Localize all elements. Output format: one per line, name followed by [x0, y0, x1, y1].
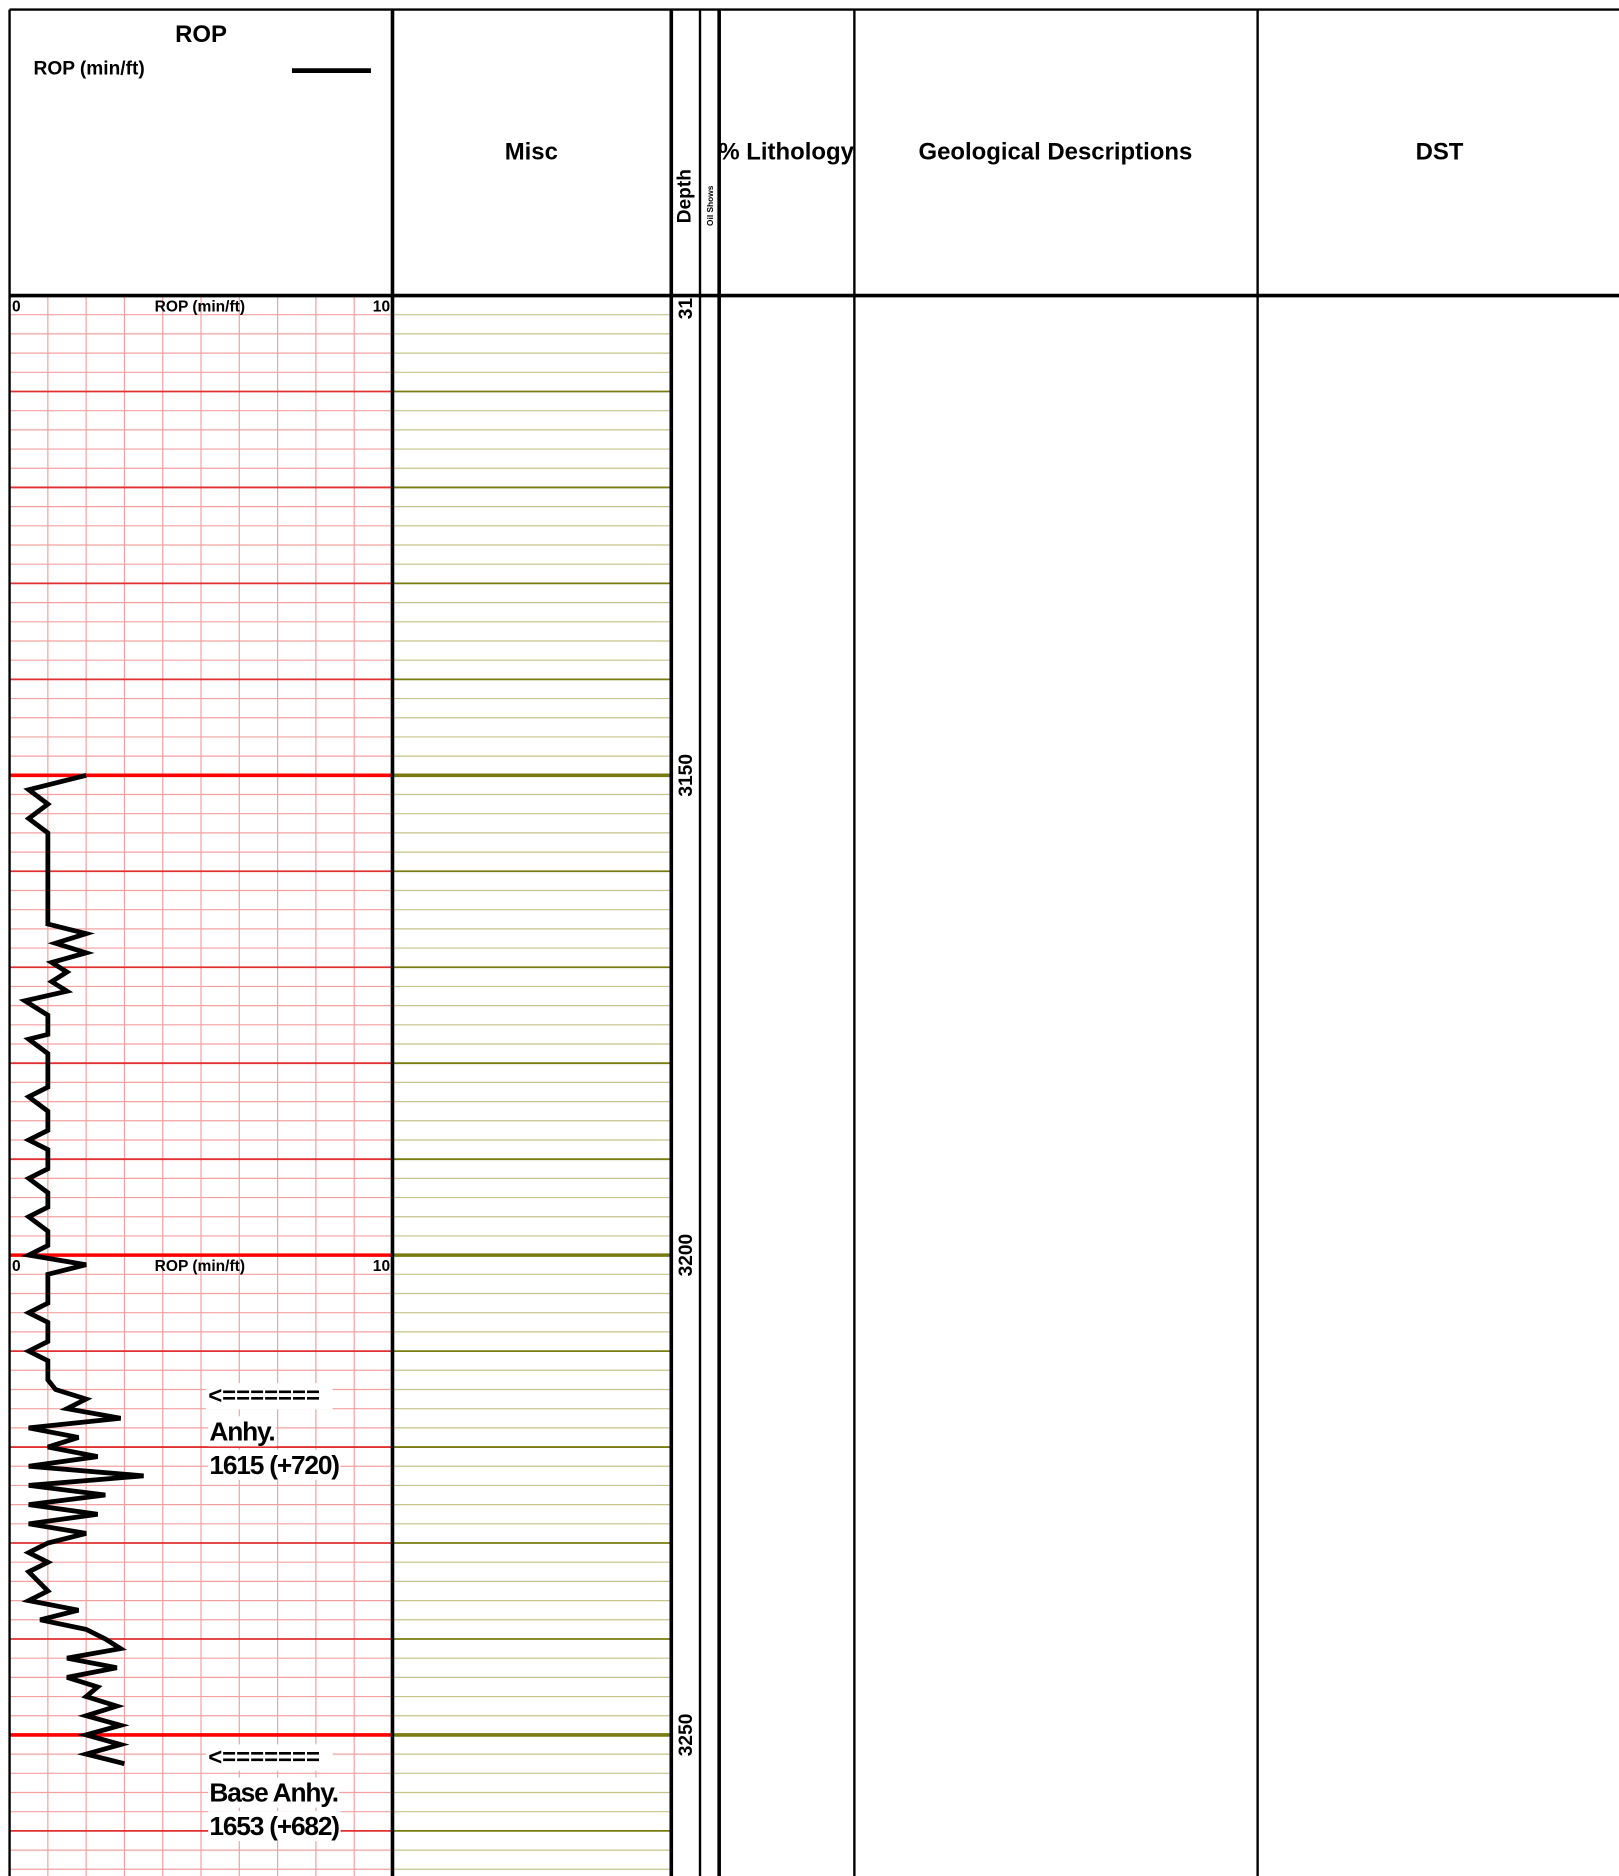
- track-title: ROP: [175, 21, 227, 48]
- x-tick-label: 0: [12, 1258, 21, 1275]
- grid: [9, 294, 672, 1876]
- rop-curve: [18, 773, 144, 1767]
- column-header: % Lithology: [718, 138, 854, 165]
- x-tick-label: 10: [373, 1258, 391, 1275]
- annotation-text: Base Anhy.: [209, 1778, 337, 1808]
- annotation-arrow: <=======: [208, 1744, 320, 1771]
- x-tick-label: 10: [373, 299, 391, 316]
- x-axis-label: ROP (min/ft): [155, 299, 245, 316]
- annotation-bg: [205, 1744, 333, 1771]
- frame: [8, 8, 1619, 1876]
- depth-label: 3250: [676, 1714, 697, 1757]
- depth-label: 3200: [676, 1234, 697, 1277]
- column-header: Depth: [675, 169, 696, 223]
- annotation-text: 1653 (+682): [209, 1811, 339, 1841]
- annotation-bg: [208, 1811, 341, 1842]
- depth-label: 31: [676, 298, 697, 320]
- depth-label: 3150: [676, 754, 697, 797]
- column-header: Misc: [505, 138, 558, 165]
- annotation-arrow: <=======: [208, 1383, 320, 1410]
- annotation-text: 1615 (+720): [209, 1450, 339, 1480]
- x-tick-label: 0: [12, 299, 21, 316]
- annotation-bg: [208, 1416, 276, 1447]
- column-header: Geological Descriptions: [918, 138, 1192, 165]
- annotation-text: Anhy.: [209, 1416, 274, 1446]
- column-header: DST: [1416, 138, 1464, 165]
- annotation-bg: [208, 1777, 340, 1808]
- annotation-bg: [208, 1449, 341, 1480]
- x-axis-label: ROP (min/ft): [155, 1258, 245, 1275]
- annotation-bg: [205, 1383, 333, 1410]
- legend-label: ROP (min/ft): [34, 58, 145, 79]
- column-header: Oil Shows: [705, 185, 715, 226]
